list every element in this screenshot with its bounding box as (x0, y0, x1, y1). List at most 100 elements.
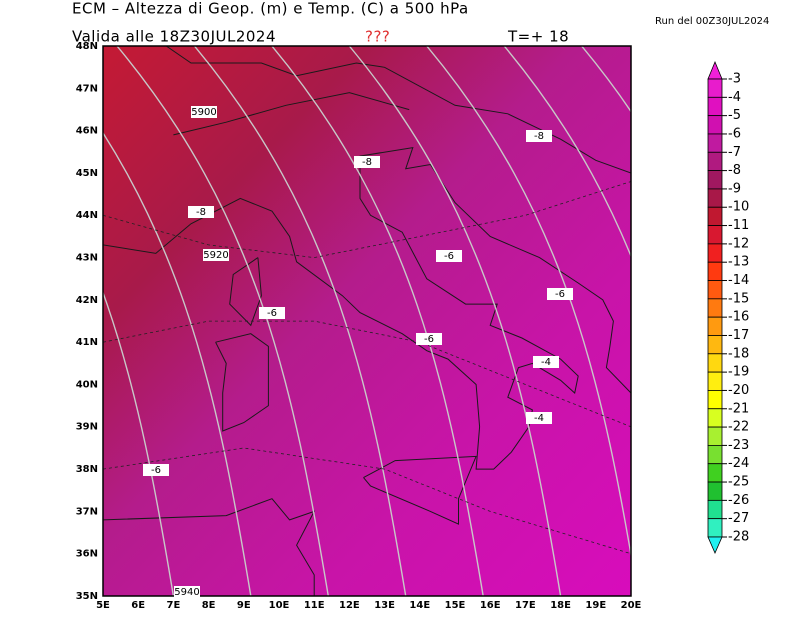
map-frame (102, 45, 632, 597)
lat-label: 43N (76, 253, 98, 264)
lon-label: 13E (374, 600, 395, 611)
lat-label: 48N (76, 41, 98, 52)
colorbar-label: -28 (728, 530, 749, 545)
valid-time: Valida alle 18Z30JUL2024 (72, 28, 276, 46)
colorbar-segment (707, 225, 723, 245)
colorbar-segment (707, 206, 723, 226)
lat-label: 39N (76, 422, 98, 433)
colorbar-segment (707, 115, 723, 135)
coastline (229, 257, 262, 327)
colorbar-label: -15 (728, 291, 749, 306)
lat-label: 38N (76, 464, 98, 475)
geopotential-isoline (103, 290, 175, 596)
colorbar-segment (707, 316, 723, 336)
geopotential-isoline (503, 46, 631, 258)
colorbar-segment (707, 463, 723, 483)
colorbar-segment (707, 298, 723, 318)
flag: ??? (365, 28, 390, 46)
colorbar-label: -4 (728, 90, 741, 105)
colorbar-label: -8 (728, 163, 741, 178)
colorbar-label: -7 (728, 145, 741, 160)
contour-label: -8 (196, 207, 206, 218)
lon-label: 6E (131, 600, 145, 611)
run-time: Run del 00Z30JUL2024 (655, 16, 769, 27)
lon-label: 19E (585, 600, 606, 611)
colorbar-segment (707, 133, 723, 153)
contour-label-box (526, 412, 552, 424)
colorbar-segment (707, 335, 723, 355)
colorbar-label: -11 (728, 218, 749, 233)
colorbar-segment (707, 353, 723, 373)
colorbar-segment (707, 408, 723, 428)
contour-label-box (188, 206, 214, 218)
geopotential-isoline (271, 46, 484, 596)
contour-label: -8 (362, 157, 372, 168)
colorbar-label: -14 (728, 273, 749, 288)
colorbar-segment (707, 481, 723, 501)
contour-label: 5920 (203, 250, 228, 261)
colorbar-segment (707, 518, 723, 538)
colorbar-label: -5 (728, 108, 741, 123)
colorbar-segment (707, 390, 723, 410)
lat-label: 47N (76, 83, 98, 94)
colorbar-label: -25 (728, 475, 749, 490)
colorbar-segment (707, 170, 723, 190)
title: ECM – Altezza di Geop. (m) e Temp. (C) a… (72, 0, 469, 18)
colorbar-segment (707, 444, 723, 465)
lon-label: 10E (269, 600, 290, 611)
contour-label-box (259, 307, 285, 319)
colorbar-label: -26 (728, 493, 749, 508)
colorbar-label: -21 (728, 401, 749, 416)
lon-label: 17E (515, 600, 536, 611)
lat-label: 41N (76, 337, 98, 348)
contour-label-box (416, 333, 442, 345)
colorbar-cap (707, 60, 723, 80)
contour-label-box (533, 356, 559, 368)
coastline (166, 46, 631, 174)
colorbar-segment (707, 426, 723, 446)
colorbar-label: -12 (728, 236, 749, 251)
colorbar-label: -18 (728, 346, 749, 361)
colorbar-segment (707, 96, 723, 117)
colorbar-label: -17 (728, 328, 749, 343)
contour-label: -6 (444, 251, 454, 262)
colorbar-segment (707, 78, 723, 98)
contour-label: 5940 (174, 587, 199, 598)
map-field (103, 46, 631, 596)
colorbar-label: -6 (728, 126, 741, 141)
map-layers (103, 46, 631, 596)
coastline (173, 92, 410, 136)
coastline (103, 146, 631, 470)
lon-label: 12E (339, 600, 360, 611)
contour-label-box (174, 586, 200, 598)
contour-label-box (203, 249, 229, 261)
lat-label: 36N (76, 549, 98, 560)
colorbar-segment (707, 243, 723, 263)
geopotential-isoline (116, 46, 329, 596)
lon-label: 11E (304, 600, 325, 611)
contour-label: -8 (534, 131, 544, 142)
lon-label: 7E (167, 600, 181, 611)
contour-label: -6 (555, 289, 565, 300)
colorbar-label: -3 (728, 72, 741, 87)
colorbar-segment (707, 151, 723, 171)
contour-label: -6 (151, 465, 161, 476)
contour-label: -6 (424, 334, 434, 345)
lon-label: 14E (409, 600, 430, 611)
temperature-isoline (103, 447, 631, 555)
contour-label: -4 (534, 413, 544, 424)
lat-label: 45N (76, 168, 98, 179)
lat-label: 46N (76, 126, 98, 137)
lon-label: 16E (480, 600, 501, 611)
colorbar-label: -9 (728, 181, 741, 196)
forecast-step: T=+ 18 (507, 28, 569, 46)
contour-label: -6 (267, 308, 277, 319)
geopotential-isoline (193, 46, 407, 596)
colorbar-label: -13 (728, 255, 749, 270)
colorbar-segment (707, 188, 723, 208)
colorbar-label: -22 (728, 420, 749, 435)
annotations: 48N 47N 46N 45N 44N 43N 42N 41N 40N 39N 38N 37N 36N 3… (76, 41, 750, 611)
lat-label: 35N (76, 591, 98, 602)
contour-label-box (547, 288, 573, 300)
contour-label-box (354, 156, 380, 168)
